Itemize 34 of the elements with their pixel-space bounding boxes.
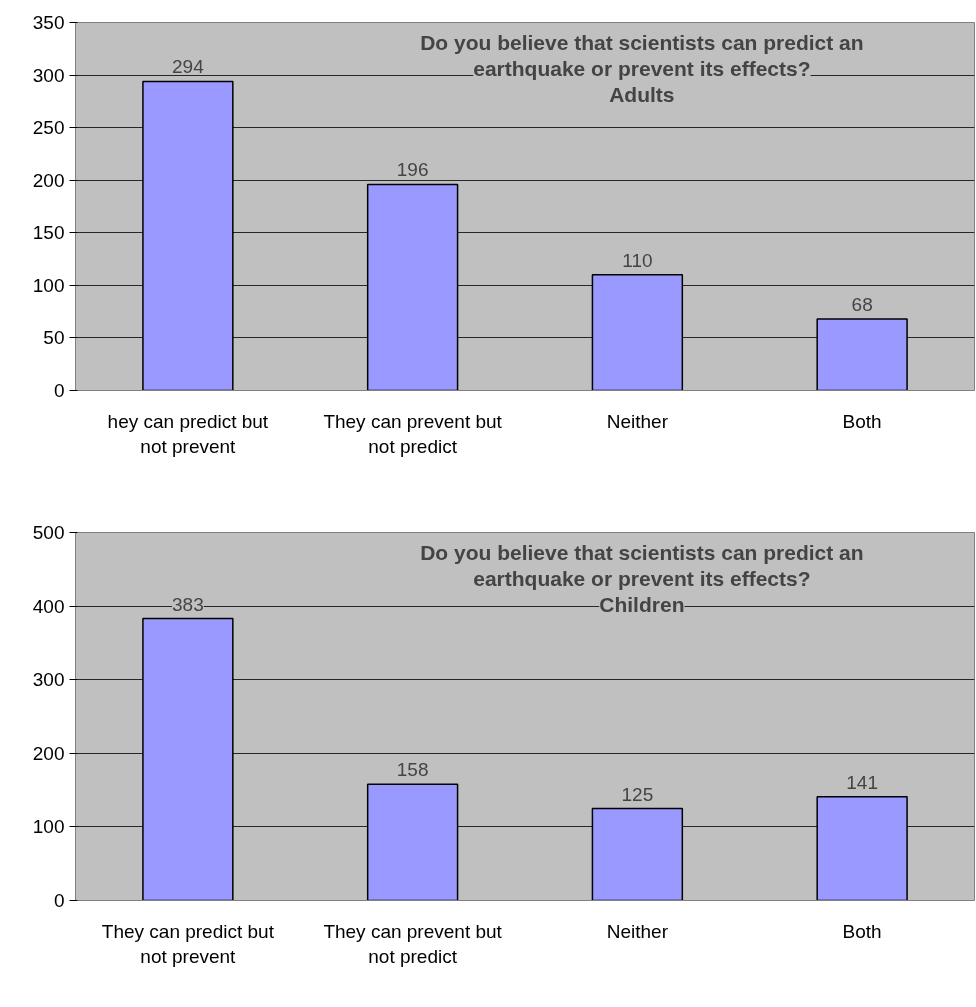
y-tick-label: 50 (43, 327, 65, 349)
y-tick-label: 300 (32, 64, 65, 86)
text: Adults (609, 82, 675, 106)
x-tick-label: They can predict but not prevent (101, 920, 275, 967)
x-tick-label: They can prevent but not predict (323, 410, 503, 457)
data-label: 158 (396, 759, 429, 781)
text: Children (599, 592, 685, 616)
x-tick-label: Neither (606, 410, 669, 432)
data-label: 68 (851, 294, 873, 315)
x-tick-label: hey can predict but not prevent (107, 410, 269, 457)
y-tick-label: 400 (32, 595, 65, 617)
y-tick-label: 500 (32, 522, 65, 543)
y-tick-label: 350 (32, 12, 65, 33)
y-tick-label: 100 (32, 274, 65, 296)
y-tick-label: 300 (32, 669, 65, 691)
data-label: 383 (172, 593, 204, 615)
y-tick-label: 100 (32, 816, 65, 838)
data-label: 125 (621, 783, 654, 805)
y-tick-label: 250 (32, 117, 65, 139)
text: Do you believe that scientists can predict an earthquake or prevent its effects? (420, 540, 864, 590)
y-tick-label: 0 (53, 380, 65, 401)
y-tick-label: 200 (32, 169, 65, 191)
y-tick-label: 200 (32, 742, 65, 764)
y-tick-label: 150 (32, 222, 65, 244)
data-label: 110 (622, 249, 653, 271)
data-label: 294 (172, 56, 205, 78)
text: Do you believe that scientists can predict an earthquake or prevent its effects? (420, 30, 864, 80)
data-label: 196 (396, 159, 429, 181)
x-tick-label: Both (842, 410, 882, 432)
x-tick-label: They can prevent but not predict (323, 920, 503, 967)
data-label: 141 (846, 771, 878, 793)
x-tick-label: Both (842, 920, 882, 942)
y-tick-label: 0 (53, 890, 65, 911)
x-tick-label: Neither (606, 920, 669, 942)
